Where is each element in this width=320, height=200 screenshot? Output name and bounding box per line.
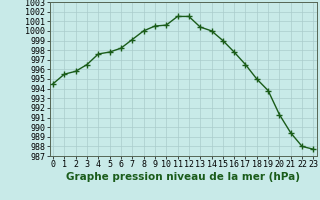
X-axis label: Graphe pression niveau de la mer (hPa): Graphe pression niveau de la mer (hPa) bbox=[66, 172, 300, 182]
